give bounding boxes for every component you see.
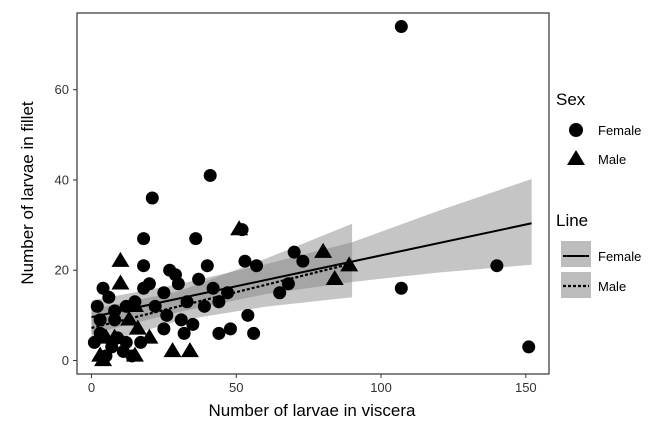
data-point-male: [163, 342, 182, 358]
x-tick-label: 0: [88, 380, 95, 395]
data-point-female: [221, 286, 235, 300]
legend-line: Line Female Male: [556, 211, 641, 298]
legend-line-title: Line: [556, 211, 588, 230]
x-tick-label: 50: [229, 380, 243, 395]
x-tick-label: 100: [370, 380, 392, 395]
data-point-female: [148, 299, 162, 313]
y-tick-label: 20: [55, 263, 69, 278]
data-point-female: [203, 168, 217, 182]
data-point-female: [157, 322, 171, 336]
data-point-female: [93, 313, 107, 327]
data-point-female: [192, 272, 206, 286]
data-point-male: [140, 328, 159, 344]
data-point-female: [522, 340, 536, 354]
data-point-female: [90, 299, 104, 313]
data-point-male: [125, 297, 144, 313]
data-point-female: [490, 259, 504, 273]
data-point-female: [157, 286, 171, 300]
data-point-male: [180, 342, 199, 358]
data-point-female: [174, 313, 188, 327]
data-point-female: [273, 286, 287, 300]
data-point-female: [241, 308, 255, 322]
data-points: [87, 20, 536, 367]
confidence-band-female: [91, 179, 532, 334]
data-point-female: [287, 245, 301, 259]
data-point-male: [314, 242, 333, 258]
y-axis-ticks: 0 20 40 60: [55, 82, 77, 368]
x-axis-label: Number of larvae in viscera: [209, 401, 416, 420]
y-tick-label: 40: [55, 172, 69, 187]
data-point-female: [102, 290, 116, 304]
x-tick-label: 150: [515, 380, 537, 395]
fit-lines: [91, 222, 532, 330]
data-point-male: [111, 274, 130, 290]
data-point-female: [177, 326, 191, 340]
data-point-female: [108, 304, 122, 318]
legend-sex-female-label: Female: [598, 123, 641, 138]
data-point-male: [230, 220, 249, 236]
data-point-female: [212, 295, 226, 309]
data-point-female: [171, 277, 185, 291]
data-point-female: [186, 317, 200, 331]
y-tick-label: 0: [62, 353, 69, 368]
fit-line-female: [91, 222, 532, 319]
y-axis-label: Number of larvae in fillet: [18, 101, 37, 285]
data-point-female: [247, 326, 261, 340]
data-point-female: [212, 326, 226, 340]
data-point-female: [206, 281, 220, 295]
data-point-female: [197, 299, 211, 313]
data-point-female: [160, 308, 174, 322]
data-point-female: [394, 281, 408, 295]
data-point-male: [111, 251, 130, 267]
legend-sex: Sex Female Male: [556, 90, 641, 167]
legend-line-female-label: Female: [598, 249, 641, 264]
data-point-male: [128, 319, 147, 335]
data-point-male: [325, 269, 344, 285]
data-point-female: [145, 191, 159, 205]
legend-sex-title: Sex: [556, 90, 586, 109]
data-point-female: [108, 313, 122, 327]
data-point-female: [281, 277, 295, 291]
legend-line-female-key: [561, 241, 591, 267]
data-point-female: [238, 254, 252, 268]
data-point-female: [189, 232, 203, 246]
data-point-male: [105, 328, 124, 344]
data-point-female: [180, 295, 194, 309]
data-point-female: [137, 232, 151, 246]
data-point-male: [340, 256, 359, 272]
y-tick-label: 60: [55, 82, 69, 97]
data-point-female: [142, 277, 156, 291]
data-point-female: [200, 259, 214, 273]
data-point-female: [296, 254, 310, 268]
data-point-male: [120, 310, 139, 326]
data-point-female: [223, 322, 237, 336]
data-point-female: [394, 20, 408, 34]
confidence-band-male: [91, 223, 353, 347]
plot-panel-border: [76, 12, 550, 375]
data-point-male: [94, 351, 113, 367]
legend-triangle-marker: [567, 150, 585, 165]
data-point-male: [125, 346, 144, 362]
data-point-female: [250, 259, 264, 273]
x-axis-ticks: 0 50 100 150: [88, 374, 537, 395]
legend-sex-male-label: Male: [598, 152, 626, 167]
data-point-female: [137, 259, 151, 273]
legend-circle-marker: [569, 123, 583, 137]
legend-line-male-label: Male: [598, 279, 626, 294]
confidence-bands: [91, 179, 532, 347]
